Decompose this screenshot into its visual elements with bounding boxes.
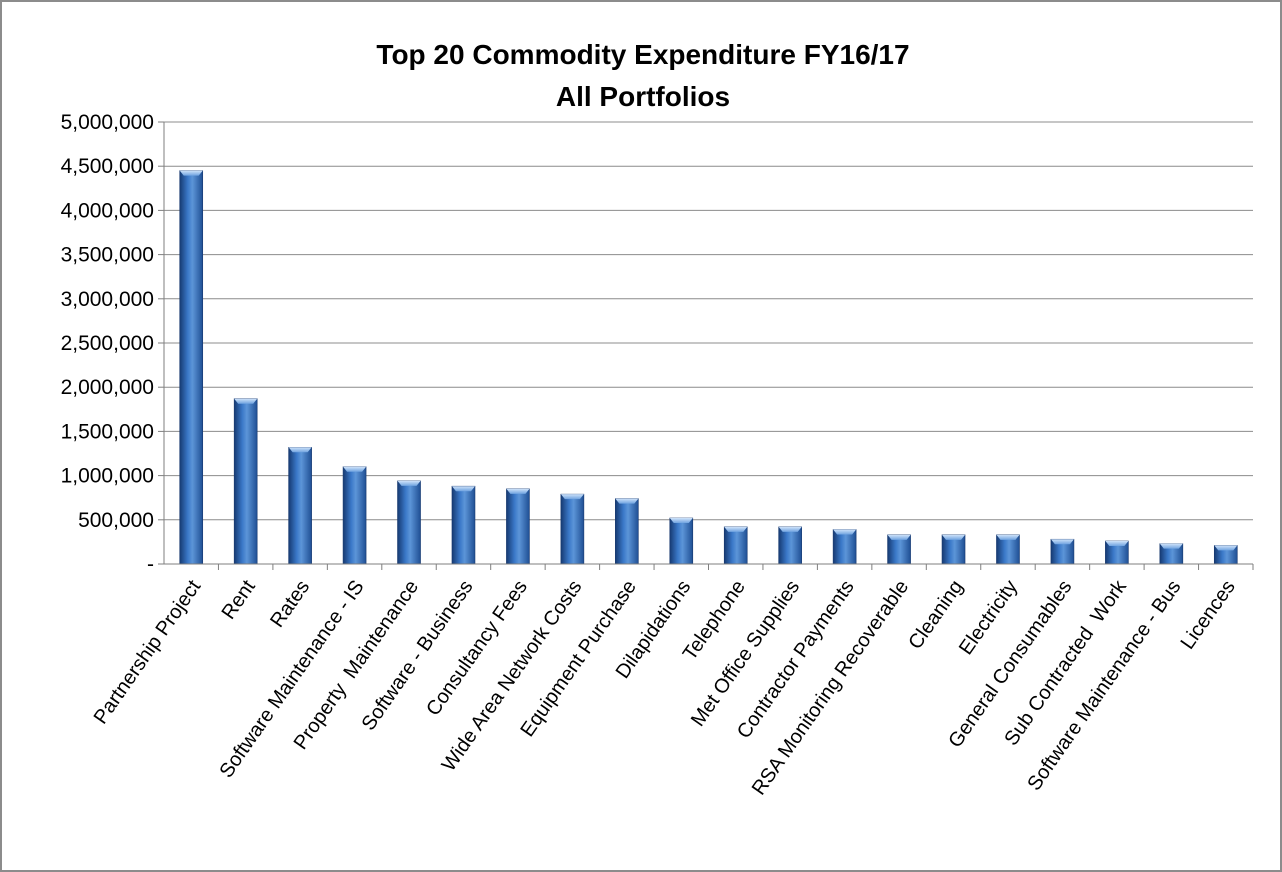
axes bbox=[158, 121, 1254, 570]
bar-body bbox=[560, 493, 585, 565]
bar-cap bbox=[724, 526, 748, 532]
bar-cap bbox=[1214, 545, 1238, 551]
bar bbox=[451, 485, 476, 565]
y-axis-tick-labels: - 500,000 1,000,000 1,500,000 2,000,000 2,500… bbox=[61, 111, 154, 576]
bar-body bbox=[723, 526, 748, 565]
bar bbox=[506, 488, 530, 565]
y-tick-label: 2,000,000 bbox=[61, 376, 154, 399]
bar bbox=[887, 534, 911, 565]
y-tick-label: 3,000,000 bbox=[61, 288, 154, 311]
bar-cap bbox=[179, 170, 203, 176]
y-tick-label: 500,000 bbox=[78, 509, 154, 532]
bar bbox=[996, 534, 1020, 565]
bar-body bbox=[288, 447, 312, 565]
bar bbox=[179, 170, 204, 565]
bar bbox=[1105, 540, 1129, 565]
bar-cap bbox=[833, 529, 857, 535]
bar-cap bbox=[288, 447, 312, 453]
bar-cap bbox=[887, 534, 911, 540]
bar-body bbox=[669, 517, 694, 565]
bar bbox=[723, 526, 748, 565]
y-tick-label: 1,500,000 bbox=[61, 420, 154, 443]
bar-body bbox=[342, 466, 367, 565]
bar bbox=[778, 526, 802, 565]
bar bbox=[288, 447, 312, 565]
category-label: Consultancy Fees bbox=[422, 576, 532, 720]
bar-cap bbox=[778, 526, 802, 532]
bar-body bbox=[832, 529, 857, 565]
category-label: Rates bbox=[266, 576, 314, 631]
chart-title-block: Top 20 Commodity Expenditure FY16/17 All… bbox=[2, 34, 1282, 118]
bar-cap bbox=[560, 494, 584, 500]
y-tick-label: 2,500,000 bbox=[61, 332, 154, 355]
bar-cap bbox=[451, 486, 475, 492]
y-tick-label: 4,500,000 bbox=[61, 155, 154, 178]
bar bbox=[1050, 538, 1075, 565]
category-label: Partnership Project bbox=[90, 576, 206, 728]
bar-cap bbox=[506, 488, 530, 494]
category-label: Rent bbox=[218, 576, 261, 624]
bar bbox=[669, 517, 694, 565]
y-tick-label: - bbox=[147, 553, 154, 576]
bar bbox=[560, 493, 585, 565]
bar-cap bbox=[343, 466, 367, 472]
y-tick-label: 3,500,000 bbox=[61, 244, 154, 267]
bar-cap bbox=[615, 498, 639, 504]
chart-title: Top 20 Commodity Expenditure FY16/17 bbox=[376, 39, 910, 70]
bar-cap bbox=[669, 518, 693, 524]
chart-subtitle: All Portfolios bbox=[555, 81, 731, 112]
y-tick-label: 1,000,000 bbox=[61, 465, 154, 488]
bar bbox=[615, 498, 639, 565]
bar-body bbox=[397, 480, 421, 565]
bar-body bbox=[451, 485, 476, 565]
gridlines bbox=[164, 121, 1253, 521]
bar bbox=[1159, 543, 1184, 565]
bar bbox=[342, 466, 367, 565]
bar bbox=[1213, 545, 1238, 565]
y-tick-label: 4,000,000 bbox=[61, 199, 154, 222]
bar-cap bbox=[234, 398, 258, 404]
category-label: Licences bbox=[1177, 576, 1240, 653]
bar-body bbox=[615, 498, 639, 565]
bar-body bbox=[778, 526, 802, 565]
bar bbox=[941, 534, 966, 565]
bar-cap bbox=[1105, 541, 1129, 547]
bar bbox=[832, 529, 857, 565]
bar-body bbox=[506, 488, 530, 565]
bar-cap bbox=[1159, 543, 1183, 549]
bar bbox=[233, 398, 258, 565]
bar-body bbox=[179, 170, 204, 565]
y-tick-label: 5,000,000 bbox=[61, 111, 154, 134]
bar bbox=[397, 480, 421, 565]
bar-cap bbox=[1050, 539, 1074, 545]
bar-cap bbox=[397, 480, 421, 486]
bars bbox=[179, 170, 1238, 565]
bar-cap bbox=[942, 534, 966, 540]
bar-body bbox=[233, 398, 258, 565]
bar-cap bbox=[996, 534, 1020, 540]
